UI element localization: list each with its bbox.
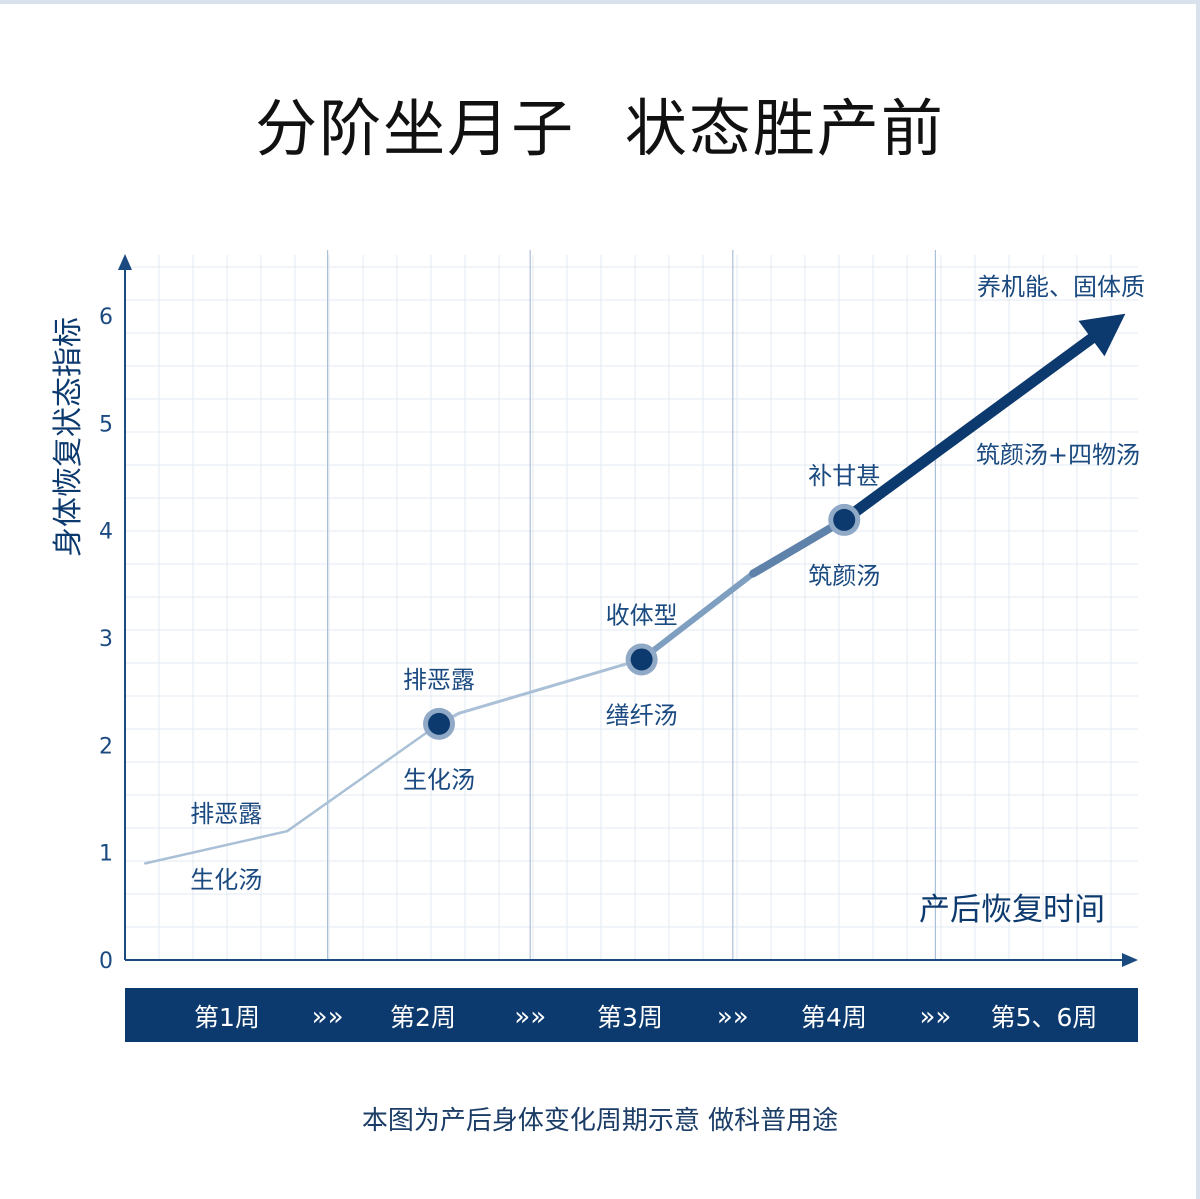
annotation-above: 排恶露 (190, 800, 262, 828)
circle-marker-icon (630, 648, 653, 671)
line-segment (749, 515, 849, 578)
line-segment (285, 722, 441, 833)
recovery-line (144, 313, 1126, 865)
chart-grid (125, 255, 1138, 960)
period-bar: 第1周 第2周 »» 第3周 »» 第4周 »» 第5、6周 »» (125, 988, 1138, 1042)
annotation-below: 生化汤 (403, 766, 475, 794)
annotation-above: 收体型 (606, 601, 678, 629)
y-tick-label: 2 (99, 734, 113, 759)
annotation-above: 补甘甚 (808, 462, 880, 490)
annotation-below: 筑颜汤+四物汤 (976, 441, 1140, 469)
x-axis-label: 产后恢复时间 (919, 892, 1105, 928)
top-border (0, 0, 1200, 4)
y-tick-label: 1 (99, 842, 113, 867)
line-segment (838, 321, 1114, 526)
period-label: 第4周 (801, 1003, 867, 1032)
y-tick-label: 4 (99, 520, 113, 545)
annotation-below: 生化汤 (190, 866, 262, 894)
period-label: 第2周 (390, 1003, 456, 1032)
period-label: 第5、6周 (991, 1003, 1098, 1032)
y-tick-label: 5 (99, 412, 113, 437)
y-tick-labels: 0 1 2 3 4 5 6 (99, 305, 113, 974)
chevron-triple-icon: »» (919, 1002, 951, 1032)
y-tick-label: 0 (99, 949, 113, 974)
y-axis-arrow-icon (118, 254, 132, 270)
milestone-markers (423, 503, 861, 740)
circle-marker-icon (428, 712, 451, 735)
x-axis-arrow-icon (1122, 953, 1138, 967)
title-right: 状态胜产前 (624, 92, 945, 165)
line-segment (457, 657, 644, 715)
period-dividers (327, 250, 937, 960)
right-border (1196, 0, 1200, 1199)
period-label: 第3周 (597, 1003, 663, 1032)
circle-marker-icon (833, 508, 856, 531)
y-tick-label: 3 (99, 627, 113, 652)
annotation-above: 排恶露 (403, 666, 475, 694)
annotation-below: 缮纤汤 (606, 701, 678, 729)
chevron-triple-icon: »» (717, 1002, 749, 1032)
title-left: 分阶坐月子 (255, 92, 576, 165)
arrow-up-right-icon (1078, 313, 1126, 357)
chevron-triple-icon: »» (514, 1002, 546, 1032)
period-bar-background (125, 988, 1138, 1042)
y-tick-label: 6 (99, 305, 113, 330)
chevron-triple-icon: »» (312, 1002, 344, 1032)
footnote: 本图为产后身体变化周期示意 做科普用途 (361, 1106, 839, 1136)
chart-axes (118, 254, 1138, 967)
line-segment (638, 570, 757, 663)
page-title: 分阶坐月子 状态胜产前 (0, 78, 1200, 168)
line-segment (144, 829, 289, 865)
period-label: 第1周 (194, 1003, 260, 1032)
annotation-below: 筑颜汤 (808, 562, 880, 590)
annotation-above: 养机能、固体质 (977, 273, 1145, 301)
y-axis-label: 身体恢复状态指标 (51, 317, 86, 557)
